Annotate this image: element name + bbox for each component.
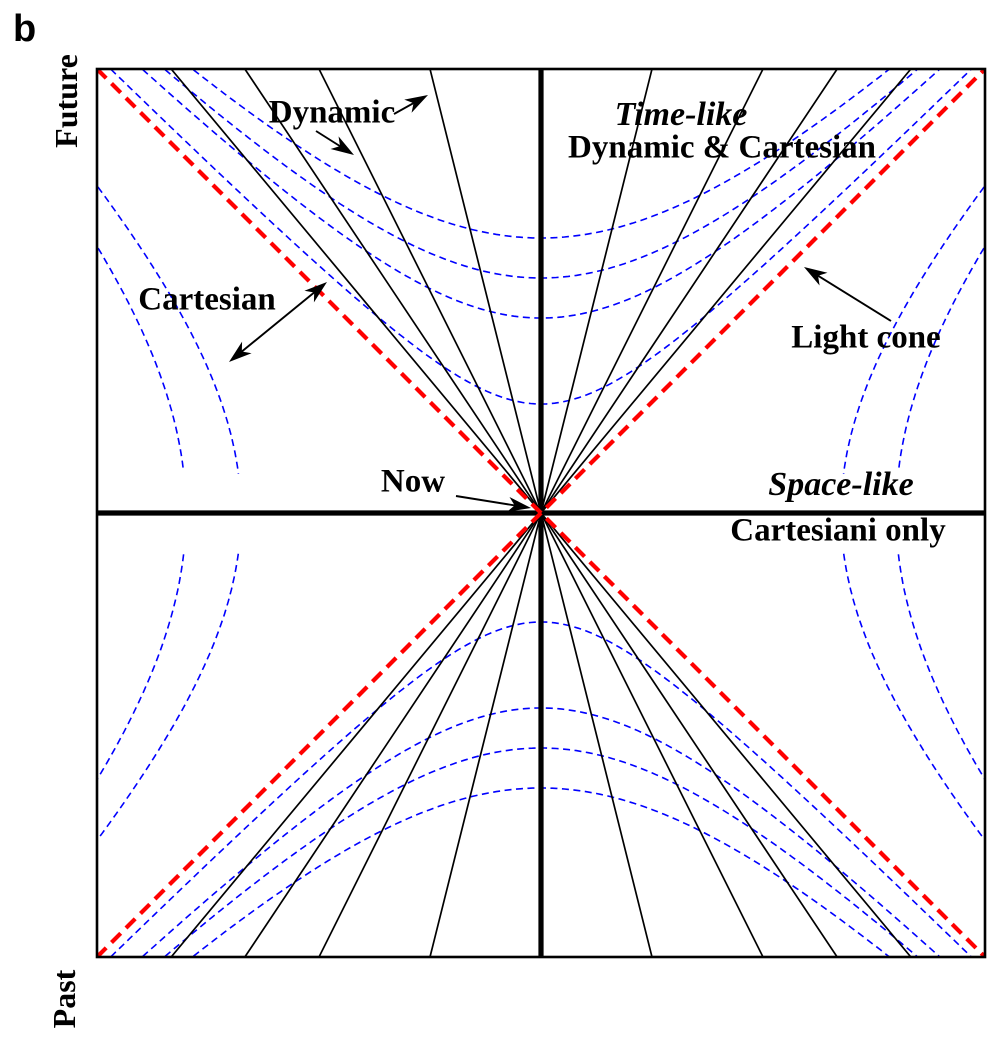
dynamic-upper-arrow xyxy=(393,100,418,115)
arrowhead xyxy=(330,136,354,155)
future-axis-label: Future xyxy=(48,54,84,148)
light-cone-line xyxy=(97,69,985,957)
now-arrow xyxy=(455,495,519,507)
light-cone-lines xyxy=(97,69,985,957)
annotation-arrows xyxy=(229,95,892,512)
light-cone-annotation: Light cone xyxy=(791,319,941,356)
dynamic-annotation: Dynamic xyxy=(268,94,396,131)
spacelike-hyperbola xyxy=(97,184,240,842)
dynamic-and-cartesian-label: Dynamic & Cartesian xyxy=(568,129,876,166)
spacelike-hyperbola xyxy=(97,244,185,782)
light-cone-arrow xyxy=(814,272,892,322)
arrowhead xyxy=(229,341,252,362)
cartesiani-only-label: Cartesiani only xyxy=(730,512,946,549)
cartesian-annotation: Cartesian xyxy=(138,281,276,318)
plot-frame xyxy=(95,67,987,959)
spacelike-hyperbola xyxy=(842,184,985,842)
plot-area xyxy=(97,69,985,957)
cartesian-arrow xyxy=(238,289,318,355)
now-annotation: Now xyxy=(380,463,446,500)
dynamic-lower-arrow xyxy=(315,130,344,150)
past-axis-label: Past xyxy=(46,969,82,1029)
arrowhead xyxy=(507,496,531,512)
time-like-region-label: Time-like xyxy=(614,96,748,133)
arrowhead xyxy=(304,282,327,303)
space-like-region-label: Space-like xyxy=(768,466,914,503)
spacelike-hyperbola xyxy=(897,244,985,782)
panel-label: b xyxy=(13,8,37,50)
arrowhead xyxy=(404,95,428,113)
arrowhead xyxy=(804,267,828,286)
